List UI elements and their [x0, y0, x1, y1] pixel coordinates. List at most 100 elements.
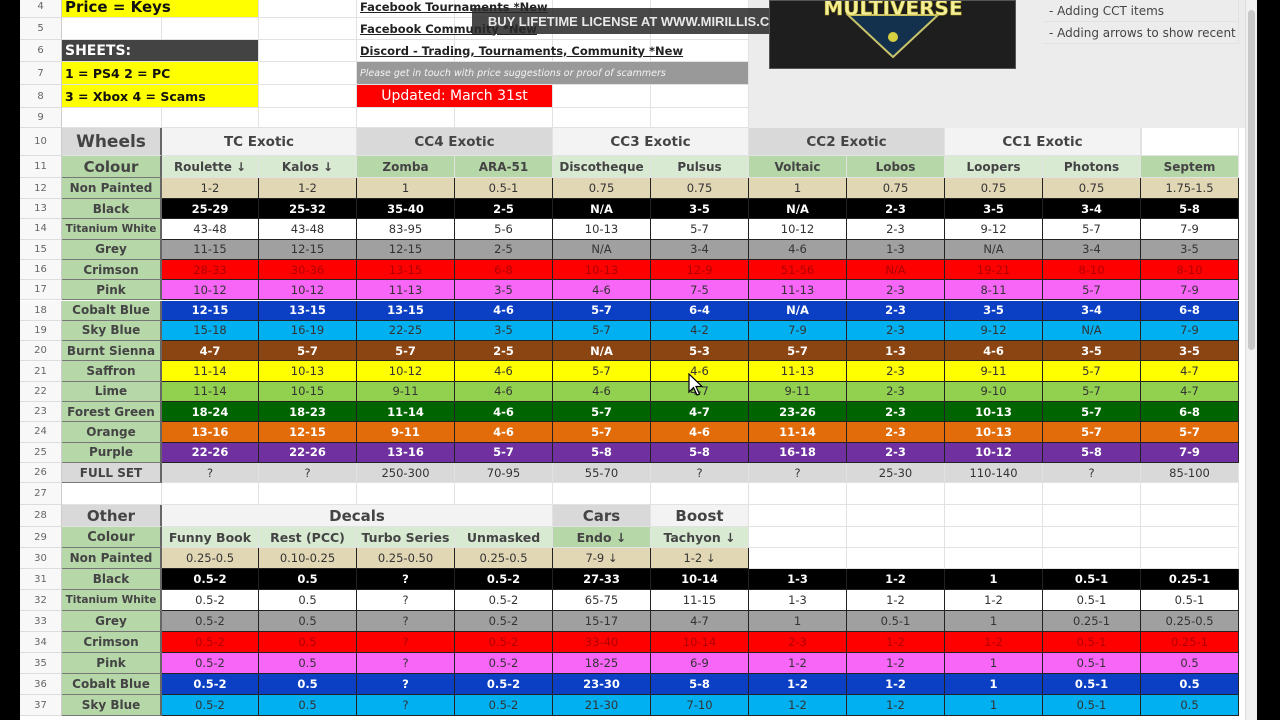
price-cell[interactable]: 4-6	[651, 422, 749, 443]
price-cell[interactable]: 8-11	[945, 280, 1043, 301]
price-cell[interactable]: 11-13	[357, 280, 455, 301]
empty-cell[interactable]	[749, 505, 847, 528]
empty-cell[interactable]	[847, 505, 945, 528]
empty-cell[interactable]	[62, 18, 162, 40]
row-header[interactable]: 8	[20, 85, 62, 108]
price-cell[interactable]: 1	[945, 653, 1043, 675]
price-cell[interactable]: 9-11	[945, 361, 1043, 382]
price-cell[interactable]: 9-11	[357, 422, 455, 443]
price-cell[interactable]: 0.5-1	[1141, 590, 1239, 612]
empty-cell[interactable]	[847, 548, 945, 570]
price-cell[interactable]: 5-7	[259, 341, 357, 362]
price-cell[interactable]: 23-30	[553, 674, 651, 696]
price-cell[interactable]: 0.5-2	[455, 695, 553, 717]
price-cell[interactable]: 3-5	[1043, 341, 1141, 362]
empty-cell[interactable]	[259, 18, 357, 40]
price-cell[interactable]: 5-3	[651, 341, 749, 362]
price-cell[interactable]: 19-21	[945, 259, 1043, 281]
price-cell[interactable]: 1.75-1.5	[1141, 178, 1239, 199]
price-cell[interactable]: 35-40	[357, 199, 455, 220]
row-header[interactable]: 10	[20, 128, 62, 156]
price-cell[interactable]: ?	[357, 653, 455, 675]
price-cell[interactable]: 13-15	[357, 259, 455, 281]
price-cell[interactable]: 8-10	[1043, 259, 1141, 281]
empty-cell[interactable]	[1043, 483, 1141, 506]
price-cell[interactable]: 11-15	[162, 239, 259, 260]
price-cell[interactable]: 4-6	[749, 239, 847, 260]
price-cell[interactable]: 43-48	[162, 219, 259, 240]
empty-cell[interactable]	[651, 108, 749, 128]
price-cell[interactable]: 1-2	[945, 632, 1043, 654]
price-cell[interactable]: 33-40	[553, 632, 651, 654]
empty-cell[interactable]	[847, 527, 945, 549]
price-cell[interactable]: 6-8	[1141, 402, 1239, 423]
row-header[interactable]: 22	[20, 381, 62, 402]
row-header[interactable]: 33	[20, 611, 62, 633]
price-cell[interactable]: 18-25	[553, 653, 651, 675]
price-cell[interactable]: 5-7	[651, 219, 749, 240]
price-cell[interactable]: 5-7	[1043, 219, 1141, 240]
row-header[interactable]: 9	[20, 108, 62, 128]
price-cell[interactable]: 2-3	[847, 402, 945, 423]
price-cell[interactable]: 1-3	[847, 341, 945, 362]
price-cell[interactable]: N/A	[945, 239, 1043, 260]
price-cell[interactable]: 13-15	[259, 300, 357, 321]
price-cell[interactable]: 5-7	[1043, 280, 1141, 301]
price-cell[interactable]: 11-13	[749, 361, 847, 382]
price-cell[interactable]: 0.10-0.25	[259, 548, 357, 570]
price-cell[interactable]: ?	[357, 674, 455, 696]
price-cell[interactable]: 12-15	[357, 239, 455, 260]
price-cell[interactable]: 5-7	[1043, 381, 1141, 402]
empty-cell[interactable]	[62, 483, 162, 506]
row-header[interactable]: 32	[20, 590, 62, 612]
row-header[interactable]: 21	[20, 361, 62, 382]
price-cell[interactable]: 0.75	[553, 178, 651, 199]
price-cell[interactable]: 0.5-2	[455, 590, 553, 612]
price-cell[interactable]: 10-12	[749, 219, 847, 240]
price-cell[interactable]: ?	[357, 695, 455, 717]
price-cell[interactable]: 2-3	[847, 422, 945, 443]
empty-cell[interactable]	[749, 527, 847, 549]
price-cell[interactable]: 23-26	[749, 402, 847, 423]
price-cell[interactable]: 12-15	[259, 239, 357, 260]
price-cell[interactable]: 2-3	[847, 280, 945, 301]
price-cell[interactable]: 9-12	[945, 219, 1043, 240]
price-cell[interactable]: N/A	[553, 199, 651, 220]
price-cell[interactable]: 10-15	[259, 381, 357, 402]
empty-cell[interactable]	[1141, 527, 1239, 549]
empty-cell[interactable]	[259, 0, 357, 18]
empty-cell[interactable]	[1141, 483, 1239, 506]
price-cell[interactable]: 12-9	[651, 259, 749, 281]
row-header[interactable]: 16	[20, 259, 62, 281]
price-cell[interactable]: 5-7	[357, 341, 455, 362]
empty-cell[interactable]	[553, 483, 651, 506]
empty-cell[interactable]	[553, 108, 651, 128]
price-cell[interactable]: 85-100	[1141, 462, 1239, 484]
vertical-scrollbar[interactable]	[1245, 0, 1257, 720]
price-cell[interactable]: 10-12	[259, 280, 357, 301]
price-cell[interactable]: 5-8	[553, 442, 651, 463]
price-cell[interactable]: 0.5-2	[162, 653, 259, 675]
price-cell[interactable]: 2-5	[455, 341, 553, 362]
price-cell[interactable]: 1-3	[749, 569, 847, 591]
price-cell[interactable]: N/A	[847, 259, 945, 281]
price-cell[interactable]: 1-2 ↓	[651, 548, 749, 570]
price-cell[interactable]: 43-48	[259, 219, 357, 240]
price-cell[interactable]: 0.5-2	[162, 695, 259, 717]
empty-cell[interactable]	[945, 548, 1043, 570]
price-cell[interactable]: 13-15	[357, 300, 455, 321]
price-cell[interactable]: 11-14	[749, 422, 847, 443]
price-cell[interactable]: 25-30	[847, 462, 945, 484]
price-cell[interactable]: 0.5	[1141, 695, 1239, 717]
price-cell[interactable]: 0.5	[259, 674, 357, 696]
price-cell[interactable]: 1	[357, 178, 455, 199]
price-cell[interactable]: 3-4	[1043, 199, 1141, 220]
empty-cell[interactable]	[162, 18, 259, 40]
price-cell[interactable]: 0.5-2	[455, 569, 553, 591]
price-cell[interactable]: 4-6	[455, 300, 553, 321]
price-cell[interactable]: 10-14	[651, 569, 749, 591]
row-header[interactable]: 11	[20, 156, 62, 178]
price-cell[interactable]: N/A	[749, 300, 847, 321]
price-cell[interactable]: 2-3	[847, 300, 945, 321]
price-cell[interactable]: 1-2	[749, 653, 847, 675]
